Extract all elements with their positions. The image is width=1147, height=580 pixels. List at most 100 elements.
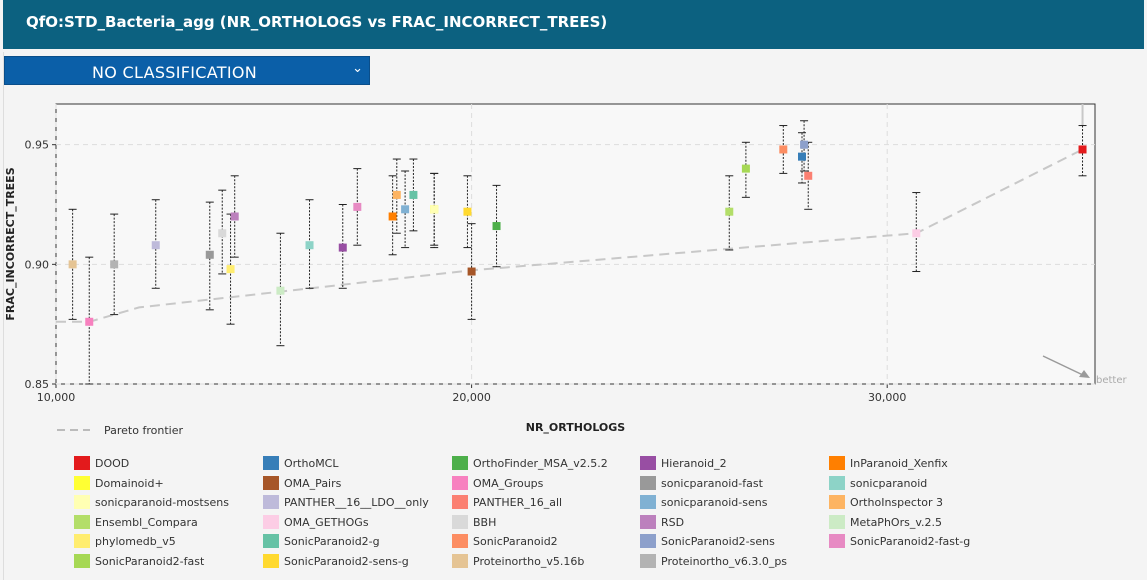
- legend-swatch: [263, 495, 279, 510]
- legend-label: Domainoid+: [95, 476, 164, 490]
- classification-select-value: NO CLASSIFICATION: [92, 63, 258, 82]
- legend-swatch: [74, 554, 90, 568]
- legend-swatch: [640, 554, 656, 568]
- data-point-rsd: [230, 212, 239, 221]
- legend-label: SonicParanoid2-g: [284, 535, 380, 549]
- title-bar: QfO:STD_Bacteria_agg (NR_ORTHOLOGS vs FR…: [3, 0, 1144, 49]
- data-point-proteinortho-v5-16b: [68, 260, 77, 269]
- legend-swatch: [263, 514, 279, 529]
- legend-swatch: [263, 554, 279, 568]
- x-tick-label: 30,000: [868, 391, 907, 404]
- legend-swatch: [829, 456, 845, 470]
- legend-label: SonicParanoid2-sens-g: [284, 555, 409, 568]
- legend-swatch: [829, 514, 845, 529]
- legend-label: Proteinortho_v6.3.0_ps: [661, 555, 788, 568]
- data-point-hieranoid-2: [338, 243, 347, 252]
- legend-swatch: [74, 534, 90, 549]
- data-point-metaphors-v-2-5: [276, 286, 285, 295]
- legend-swatch: [829, 495, 845, 510]
- y-tick-label: 0.95: [25, 139, 50, 152]
- data-point-sonicparanoid2-sens-g: [463, 207, 472, 216]
- y-axis-label: FRAC_INCORRECT_TREES: [4, 167, 17, 320]
- legend-swatch: [640, 475, 656, 490]
- data-point-oma-gethogs: [912, 229, 921, 238]
- data-point-oma-groups: [85, 317, 94, 326]
- data-point-orthofinder-msa-v2-5-2: [492, 222, 501, 231]
- page-title: QfO:STD_Bacteria_agg (NR_ORTHOLOGS vs FR…: [26, 13, 608, 31]
- x-tick-label: 20,000: [452, 391, 491, 404]
- legend-label: OrthoFinder_MSA_v2.5.2: [473, 457, 608, 470]
- legend-swatch: [452, 495, 468, 510]
- data-point-sonicparanoid2-fast-g: [353, 202, 362, 211]
- legend-label: OrthoInspector 3: [850, 496, 944, 510]
- legend-swatch: [263, 475, 279, 490]
- data-point-dood: [1078, 145, 1087, 154]
- legend-label: SonicParanoid2-fast: [95, 555, 205, 568]
- legend-swatch: [74, 495, 90, 510]
- legend-swatch: [263, 534, 279, 549]
- data-point-sonicparanoid-mostsens: [430, 205, 439, 214]
- data-point-proteinortho-v6-3-0-ps: [110, 260, 119, 269]
- legend-label: sonicparanoid-fast: [661, 476, 763, 490]
- data-point-orthomcl: [798, 152, 807, 161]
- data-point-sonicparanoid2-g: [409, 190, 418, 199]
- legend-label: OMA_Pairs: [284, 476, 342, 490]
- y-tick-label: 0.85: [25, 378, 50, 391]
- chevron-down-icon[interactable]: ⌄: [352, 61, 363, 76]
- legend-swatch: [452, 456, 468, 470]
- legend-label: PANTHER__16__LDO__only: [284, 496, 429, 510]
- legend-label: BBH: [473, 515, 497, 529]
- x-tick-label: 10,000: [37, 391, 76, 404]
- legend-swatch: [640, 534, 656, 549]
- data-point-sonicparanoid-fast: [205, 250, 214, 259]
- data-point-sonicparanoid2: [779, 145, 788, 154]
- legend-label: PANTHER_16_all: [473, 496, 563, 510]
- legend-swatch: [452, 554, 468, 568]
- legend-label: OMA_GETHOGs: [284, 515, 369, 529]
- legend-label: phylomedb_v5: [95, 535, 176, 549]
- legend-swatch: [640, 514, 656, 529]
- legend-label: sonicparanoid-sens: [661, 496, 768, 510]
- legend-label: InParanoid_Xenfix: [850, 457, 948, 470]
- data-point-panther-16-all: [804, 171, 813, 180]
- data-point-oma-pairs: [467, 267, 476, 276]
- data-point-inparanoid-xenfix: [388, 212, 397, 221]
- legend-swatch: [829, 534, 845, 549]
- legend-swatch: [640, 456, 656, 470]
- legend-label: Hieranoid_2: [661, 457, 727, 470]
- plot-area: [55, 103, 1096, 385]
- legend-swatch: [829, 475, 845, 490]
- legend-label: SonicParanoid2-fast-g: [850, 535, 971, 549]
- pareto-legend-label: Pareto frontier: [104, 424, 183, 437]
- legend-label: SonicParanoid2-sens: [661, 535, 775, 549]
- legend-label: Ensembl_Compara: [95, 515, 198, 529]
- legend-swatch: [452, 534, 468, 549]
- legend-swatch: [74, 456, 90, 470]
- better-arrow-head: [1079, 370, 1090, 378]
- better-label: better: [1096, 375, 1127, 386]
- legend-label: RSD: [661, 515, 685, 529]
- better-arrow: [1042, 355, 1086, 377]
- legend-swatch: [263, 456, 279, 470]
- legend-label: MetaPhOrs_v.2.5: [850, 515, 942, 529]
- y-tick-label: 0.90: [25, 258, 50, 271]
- data-point-orthoinspector-3: [392, 190, 401, 199]
- legend-swatch: [452, 514, 468, 529]
- legend-swatch: [74, 514, 90, 529]
- legend-label: sonicparanoid: [850, 476, 928, 490]
- legend-label: OrthoMCL: [284, 457, 339, 470]
- legend-swatch: [452, 475, 468, 490]
- legend: DOOD Domainoid+ sonicparanoid-mostsens Ense…: [74, 455, 1134, 575]
- classification-select[interactable]: NO CLASSIFICATION ⌄: [4, 56, 370, 85]
- data-point-panther-16-ldo-only: [151, 241, 160, 250]
- data-point-bbh: [218, 229, 227, 238]
- legend-label: OMA_Groups: [473, 476, 544, 490]
- data-point-ensembl-compara: [725, 207, 734, 216]
- legend-label: DOOD: [95, 457, 130, 470]
- data-point-sonicparanoid: [305, 241, 314, 250]
- legend-swatch: [640, 495, 656, 510]
- data-point-sonicparanoid2-fast: [741, 164, 750, 173]
- legend-label: sonicparanoid-mostsens: [95, 496, 229, 510]
- legend-label: SonicParanoid2: [473, 535, 558, 549]
